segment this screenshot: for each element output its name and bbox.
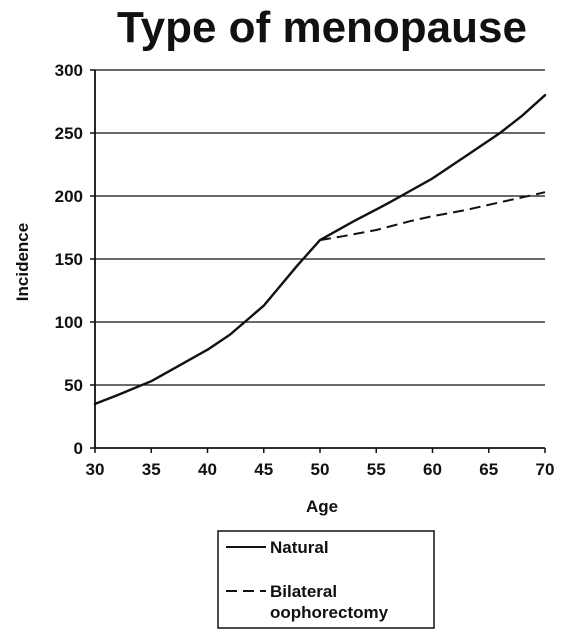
y-axis-label: Incidence [13,223,32,301]
axes [90,69,546,453]
y-tick-label-250: 250 [55,124,83,143]
series-line-bilateral-oophorectomy [319,191,546,242]
x-tick-label-40: 40 [198,460,217,479]
x-tick-label-30: 30 [86,460,105,479]
chart-title: Type of menopause [117,3,527,52]
x-tick-label-35: 35 [142,460,161,479]
y-tick-label-50: 50 [64,376,83,395]
x-axis-label: Age [306,497,338,516]
x-tick-label-60: 60 [423,460,442,479]
legend-label-bilateral-oophorectomy: Bilateral oophorectomy [270,582,389,622]
x-tick-label-55: 55 [367,460,386,479]
y-tick-label-150: 150 [55,250,83,269]
series-line-natural [93,93,547,406]
y-tick-label-100: 100 [55,313,83,332]
y-tick-label-200: 200 [55,187,83,206]
gridlines [95,69,545,386]
y-tick-label-300: 300 [55,61,83,80]
series-lines [93,93,547,406]
x-tick-label-70: 70 [536,460,555,479]
legend-entries: Natural Bilateral oophorectomy [226,538,389,622]
legend-label-natural: Natural [270,538,329,557]
x-tick-label-50: 50 [311,460,330,479]
x-tick-labels: 30 35 40 45 50 55 60 65 70 [86,460,555,479]
x-tick-label-45: 45 [254,460,273,479]
y-tick-label-0: 0 [74,439,83,458]
legend: Natural Bilateral oophorectomy [217,530,435,629]
y-tick-labels: 0 50 100 150 200 250 300 [55,61,83,458]
x-tick-label-65: 65 [479,460,498,479]
